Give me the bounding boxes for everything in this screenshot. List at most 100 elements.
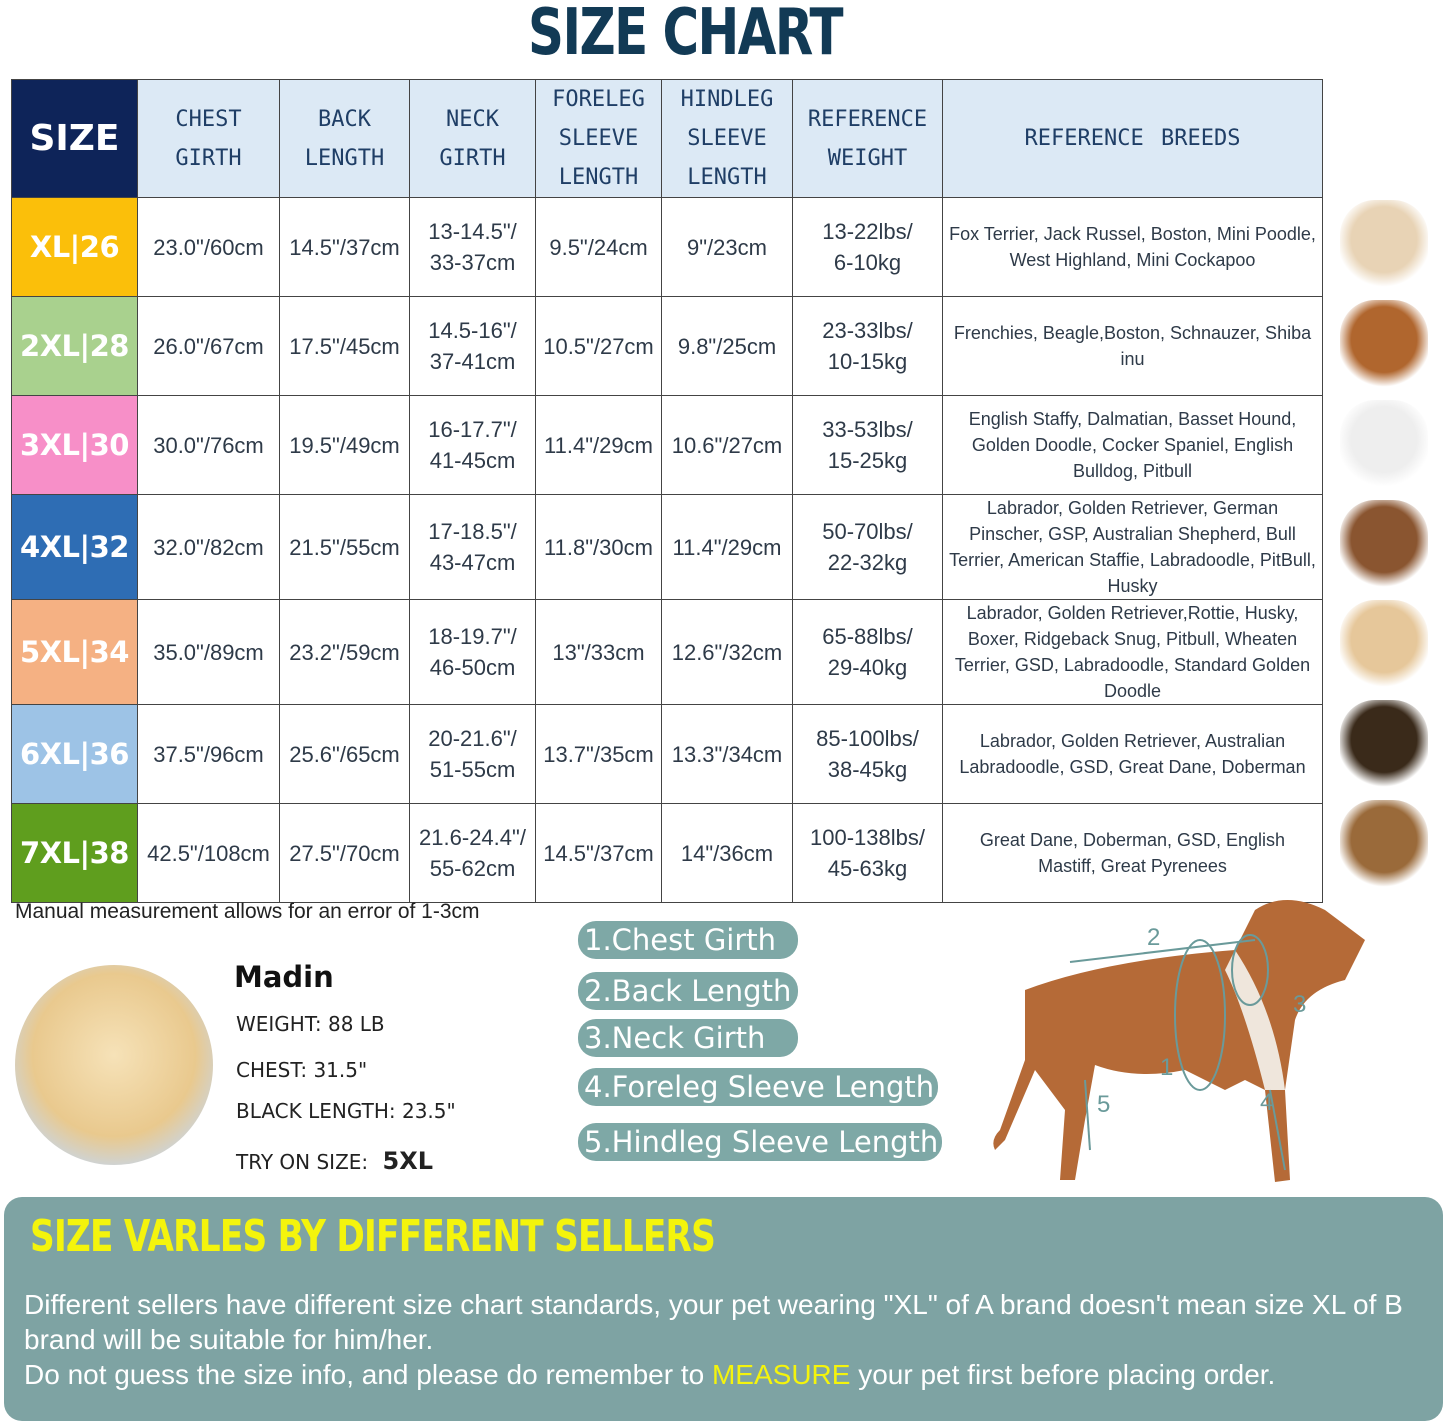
chest-cell: 42.5"/108cm	[137, 803, 280, 903]
column-header: SIZE	[11, 79, 138, 198]
foreleg-cell: 9.5"/24cm	[535, 197, 662, 297]
breed-dog-photo	[1340, 600, 1428, 688]
panel-text: Different sellers have different size ch…	[24, 1287, 1439, 1392]
table-row: XL|26 23.0"/60cm 14.5"/37cm 13-14.5"/ 33-37…	[11, 197, 1323, 297]
back-cell: 27.5"/70cm	[279, 803, 410, 903]
hindleg-cell: 9"/23cm	[661, 197, 793, 297]
hindleg-cell: 11.4"/29cm	[661, 494, 793, 600]
table-row: 4XL|32 32.0"/82cm 21.5"/55cm 17-18.5"/ 43-4…	[11, 494, 1323, 600]
breeds-cell: Great Dane, Doberman, GSD, English Masti…	[942, 803, 1323, 903]
neck-cell: 16-17.7"/ 41-45cm	[409, 395, 536, 495]
diagram-label-3: 3	[1293, 991, 1306, 1018]
breeds-cell: Labrador, Golden Retriever,Rottie, Husky…	[942, 599, 1323, 705]
chest-cell: 26.0"/67cm	[137, 296, 280, 396]
panel-title: SIZE VARLES BY DIFFERENT SELLERS	[30, 1211, 716, 1262]
foreleg-cell: 11.8"/30cm	[535, 494, 662, 600]
back-cell: 14.5"/37cm	[279, 197, 410, 297]
measure-label: 3.Neck Girth	[578, 1019, 798, 1057]
measurement-note: Manual measurement allows for an error o…	[15, 900, 480, 923]
diagram-label-4: 4	[1260, 1089, 1273, 1116]
foreleg-cell: 13"/33cm	[535, 599, 662, 705]
example-weight: WEIGHT: 88 LB	[236, 1012, 385, 1036]
size-cell: 3XL|30	[11, 395, 138, 495]
chest-cell: 30.0"/76cm	[137, 395, 280, 495]
diagram-label-2: 2	[1147, 924, 1160, 951]
chest-cell: 32.0"/82cm	[137, 494, 280, 600]
seller-warning-panel: SIZE VARLES BY DIFFERENT SELLERS Differe…	[4, 1197, 1443, 1421]
try-size-value: 5XL	[382, 1147, 434, 1175]
column-header: HINDLEG SLEEVE LENGTH	[661, 79, 793, 198]
breeds-cell: Labrador, Golden Retriever, Australian L…	[942, 704, 1323, 804]
column-header: NECK GIRTH	[409, 79, 536, 198]
measure-label: 4.Foreleg Sleeve Length	[578, 1068, 938, 1106]
table-row: 5XL|34 35.0"/89cm 23.2"/59cm 18-19.7"/ 46-5…	[11, 599, 1323, 705]
measure-label: 1.Chest Girth	[578, 921, 798, 959]
diagram-label-5: 5	[1097, 1091, 1110, 1118]
weight-cell: 33-53lbs/ 15-25kg	[792, 395, 943, 495]
weight-cell: 50-70lbs/ 22-32kg	[792, 494, 943, 600]
back-cell: 19.5"/49cm	[279, 395, 410, 495]
size-cell: XL|26	[11, 197, 138, 297]
neck-cell: 17-18.5"/ 43-47cm	[409, 494, 536, 600]
chest-cell: 35.0"/89cm	[137, 599, 280, 705]
size-cell: 2XL|28	[11, 296, 138, 396]
measure-label: 5.Hindleg Sleeve Length	[578, 1123, 942, 1161]
column-header: REFERENCE WEIGHT	[792, 79, 943, 198]
hindleg-cell: 14"/36cm	[661, 803, 793, 903]
chest-cell: 23.0"/60cm	[137, 197, 280, 297]
weight-cell: 100-138lbs/ 45-63kg	[792, 803, 943, 903]
breed-dog-photo	[1340, 700, 1428, 788]
back-cell: 21.5"/55cm	[279, 494, 410, 600]
back-cell: 25.6"/65cm	[279, 704, 410, 804]
hindleg-cell: 13.3"/34cm	[661, 704, 793, 804]
chest-cell: 37.5"/96cm	[137, 704, 280, 804]
column-header: FORELEG SLEEVE LENGTH	[535, 79, 662, 198]
breeds-cell: Fox Terrier, Jack Russel, Boston, Mini P…	[942, 197, 1323, 297]
table-row: 2XL|28 26.0"/67cm 17.5"/45cm 14.5-16"/ 37-4…	[11, 296, 1323, 396]
breeds-cell: Frenchies, Beagle,Boston, Schnauzer, Shi…	[942, 296, 1323, 396]
breed-dog-photo	[1340, 800, 1428, 888]
column-header: BACK LENGTH	[279, 79, 410, 198]
example-length: BLACK LENGTH: 23.5"	[236, 1099, 456, 1123]
table-row: 6XL|36 37.5"/96cm 25.6"/65cm 20-21.6"/ 51-5…	[11, 704, 1323, 804]
table-row: 3XL|30 30.0"/76cm 19.5"/49cm 16-17.7"/ 41-4…	[11, 395, 1323, 495]
column-header: CHEST GIRTH	[137, 79, 280, 198]
measure-label: 2.Back Length	[578, 972, 798, 1010]
breed-dog-photo	[1340, 400, 1428, 488]
hindleg-cell: 10.6"/27cm	[661, 395, 793, 495]
breeds-cell: Labrador, Golden Retriever, German Pinsc…	[942, 494, 1323, 600]
back-cell: 17.5"/45cm	[279, 296, 410, 396]
table-row: 7XL|38 42.5"/108cm 27.5"/70cm 21.6-24.4"/ 5…	[11, 803, 1323, 903]
hindleg-cell: 9.8"/25cm	[661, 296, 793, 396]
panel-line-1: Different sellers have different size ch…	[24, 1289, 1403, 1355]
column-header: REFERENCE BREEDS	[942, 79, 1323, 198]
panel-line-2a: Do not guess the size info, and please d…	[24, 1359, 712, 1390]
weight-cell: 13-22lbs/ 6-10kg	[792, 197, 943, 297]
hindleg-cell: 12.6"/32cm	[661, 599, 793, 705]
size-cell: 7XL|38	[11, 803, 138, 903]
foreleg-cell: 13.7"/35cm	[535, 704, 662, 804]
foreleg-cell: 11.4"/29cm	[535, 395, 662, 495]
try-size-label: TRY ON SIZE:	[236, 1150, 369, 1174]
panel-line-2: Do not guess the size info, and please d…	[24, 1357, 1439, 1392]
back-cell: 23.2"/59cm	[279, 599, 410, 705]
diagram-label-1: 1	[1160, 1054, 1173, 1081]
weight-cell: 23-33lbs/ 10-15kg	[792, 296, 943, 396]
example-dog-photo	[15, 965, 213, 1165]
breeds-cell: English Staffy, Dalmatian, Basset Hound,…	[942, 395, 1323, 495]
breed-dog-photo	[1340, 300, 1428, 388]
breed-dog-photo	[1340, 500, 1428, 588]
measure-highlight: MEASURE	[711, 1359, 851, 1390]
example-dog-name: Madin	[234, 960, 334, 994]
size-cell: 4XL|32	[11, 494, 138, 600]
example-chest: CHEST: 31.5"	[236, 1058, 368, 1082]
neck-cell: 13-14.5"/ 33-37cm	[409, 197, 536, 297]
page-title: SIZE CHART	[528, 0, 843, 70]
foreleg-cell: 14.5"/37cm	[535, 803, 662, 903]
panel-line-2c: your pet first before placing order.	[850, 1359, 1276, 1390]
neck-cell: 18-19.7"/ 46-50cm	[409, 599, 536, 705]
neck-cell: 14.5-16"/ 37-41cm	[409, 296, 536, 396]
size-cell: 5XL|34	[11, 599, 138, 705]
breed-dog-photo	[1340, 200, 1428, 288]
